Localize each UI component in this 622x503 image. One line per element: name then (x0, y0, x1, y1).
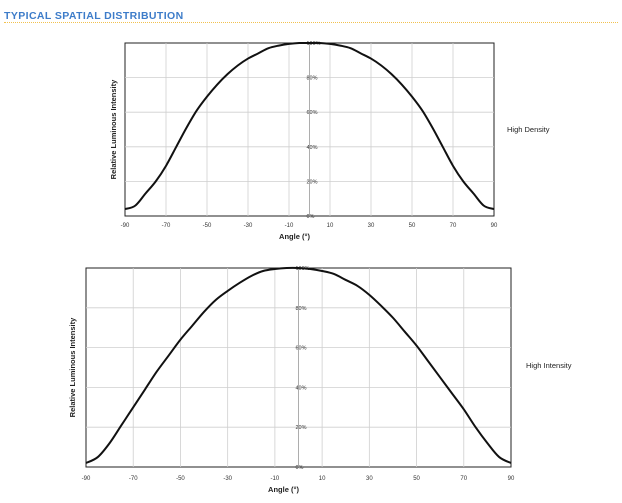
x-tick-label: -30 (223, 476, 232, 482)
x-tick-label: 70 (450, 223, 457, 229)
y-tick-label: 0% (296, 465, 304, 471)
x-tick-label: -90 (121, 223, 130, 229)
x-tick-label: -70 (129, 476, 138, 482)
x-tick-label: 90 (508, 476, 515, 482)
y-tick-label: 40% (296, 385, 307, 391)
x-tick-label: -70 (162, 223, 171, 229)
y-tick-label: 80% (296, 306, 307, 312)
chart-side-label: High Density (507, 125, 550, 134)
x-tick-label: -90 (82, 476, 91, 482)
x-axis-label: Angle (°) (279, 232, 310, 241)
y-tick-label: 80% (307, 76, 318, 82)
x-tick-label: -50 (176, 476, 185, 482)
y-tick-label: 40% (307, 145, 318, 151)
chart-2: 0%20%40%60%80%100%-90 -70 -50 -30 -10 10 30 50 7… (68, 266, 572, 494)
page-title: TYPICAL SPATIAL DISTRIBUTION (4, 10, 184, 22)
x-tick-label: -30 (244, 223, 253, 229)
y-tick-label: 0% (307, 214, 315, 220)
y-tick-label: 60% (296, 346, 307, 352)
x-tick-label: -50 (203, 223, 212, 229)
y-axis-label: Relative Luminous Intensity (109, 79, 118, 179)
intensity-curve (124, 41, 495, 211)
chart-1: 0% 20% 40% 60% 80% 100% -90 -70 -50 -30 -10 10 30 50 7… (109, 41, 550, 241)
x-tick-label: 10 (327, 223, 334, 229)
page-header: TYPICAL SPATIAL DISTRIBUTION (4, 6, 618, 23)
x-tick-label: 30 (368, 223, 375, 229)
y-tick-label: 20% (296, 425, 307, 431)
y-axis-label: Relative Luminous Intensity (68, 317, 77, 417)
x-tick-label: 50 (413, 476, 420, 482)
chart-side-label: High Intensity (526, 361, 572, 370)
x-tick-label: -10 (285, 223, 294, 229)
x-tick-label: 90 (491, 223, 498, 229)
y-tick-label: 100% (307, 41, 321, 47)
intensity-curve (85, 266, 512, 464)
x-tick-label: 10 (319, 476, 326, 482)
x-axis-label: Angle (°) (268, 485, 299, 494)
y-tick-label: 20% (307, 179, 318, 185)
x-tick-label: -10 (271, 476, 280, 482)
x-tick-label: 50 (409, 223, 416, 229)
y-tick-label: 60% (307, 110, 318, 116)
x-tick-label: 30 (366, 476, 373, 482)
x-tick-label: 70 (460, 476, 467, 482)
